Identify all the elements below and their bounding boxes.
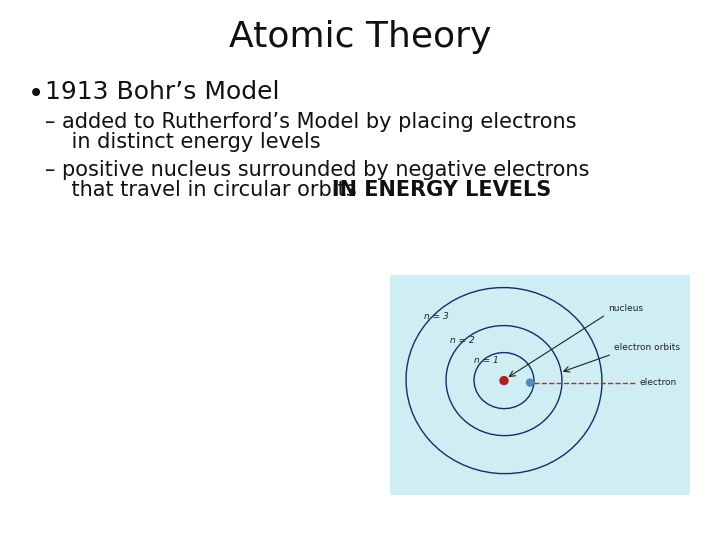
Text: Atomic Theory: Atomic Theory (229, 20, 491, 54)
Text: – added to Rutherford’s Model by placing electrons: – added to Rutherford’s Model by placing… (45, 112, 577, 132)
Text: that travel in circular orbits: that travel in circular orbits (45, 180, 364, 200)
Text: – positive nucleus surrounded by negative electrons: – positive nucleus surrounded by negativ… (45, 160, 590, 180)
Text: in distinct energy levels: in distinct energy levels (45, 132, 320, 152)
Text: n = 1: n = 1 (474, 356, 498, 365)
Circle shape (526, 379, 534, 386)
Text: electron orbits: electron orbits (614, 343, 680, 352)
Text: electron: electron (640, 378, 678, 387)
Text: n = 2: n = 2 (449, 336, 474, 345)
Bar (390, 275, 690, 495)
Text: IN ENERGY LEVELS: IN ENERGY LEVELS (332, 180, 552, 200)
Text: 1913 Bohr’s Model: 1913 Bohr’s Model (45, 80, 279, 104)
Text: •: • (28, 80, 44, 108)
Text: nucleus: nucleus (608, 303, 643, 313)
Text: n = 3: n = 3 (423, 312, 449, 321)
Circle shape (500, 376, 508, 384)
